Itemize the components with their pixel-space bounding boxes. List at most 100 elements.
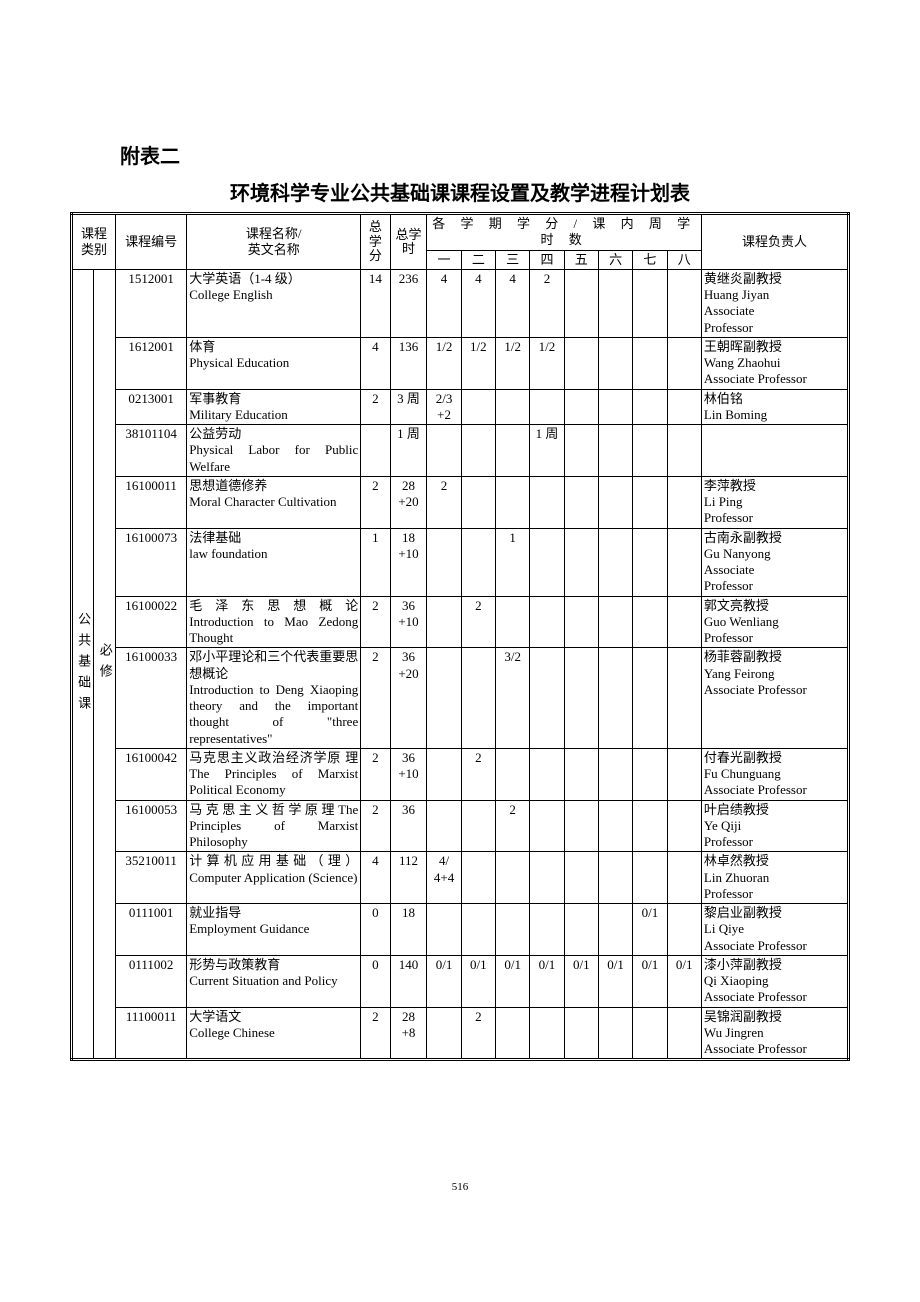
th-credits: 总学分 [361,214,390,270]
cell-sem: 4 [427,269,461,337]
cell-sem [427,1007,461,1060]
cell-code: 1512001 [116,269,187,337]
cell-sem [461,389,495,425]
cell-instructor [701,425,848,477]
cell-sem: 2 [461,1007,495,1060]
cell-sem [633,596,667,648]
cell-code: 16100033 [116,648,187,749]
cell-sem [496,425,530,477]
cell-sem [461,528,495,596]
cell-credits: 2 [361,648,390,749]
cell-sem [564,389,598,425]
heading-prefix: 附表二 [120,140,850,169]
cell-sem [598,337,632,389]
table-row: 16100073法律基础 law foundation118 +101古南永副教… [72,528,849,596]
th-instructor: 课程负责人 [701,214,848,270]
cell-sem [530,800,564,852]
cell-sem [496,596,530,648]
cell-hours: 28 +20 [390,476,427,528]
cell-hours: 112 [390,852,427,904]
cell-credits: 4 [361,337,390,389]
cell-sem: 2 [427,476,461,528]
cell-sem [667,389,701,425]
cell-credits: 2 [361,476,390,528]
cell-sem [530,596,564,648]
cell-sem [564,425,598,477]
cell-sem [564,1007,598,1060]
cell-sem [633,337,667,389]
cell-sem: 1/2 [496,337,530,389]
cell-sem [427,748,461,800]
cell-sem [496,852,530,904]
cell-name: 体育 Physical Education [187,337,361,389]
cell-sem [564,904,598,956]
cell-sem [633,476,667,528]
cell-sem [530,389,564,425]
cell-name: 大学英语（1-4 级） College English [187,269,361,337]
table-row: 16100042马克思主义政治经济学原 理 The Principles of … [72,748,849,800]
cell-sem [530,904,564,956]
cell-hours: 28 +8 [390,1007,427,1060]
cell-sem [496,1007,530,1060]
cell-instructor: 古南永副教授 Gu Nanyong Associate Professor [701,528,848,596]
table-row: 35210011计算机应用基础（理）Computer Application (… [72,852,849,904]
cell-hours: 3 周 [390,389,427,425]
cell-credits: 0 [361,904,390,956]
cell-sem: 0/1 [564,955,598,1007]
cell-code: 0111001 [116,904,187,956]
cell-sem [427,528,461,596]
th-s2: 二 [461,250,495,269]
th-code: 课程编号 [116,214,187,270]
cell-sem: 0/1 [633,904,667,956]
cell-sem: 4 [496,269,530,337]
cell-hours: 236 [390,269,427,337]
table-row: 0111002形势与政策教育 Current Situation and Pol… [72,955,849,1007]
cell-sem: 2/3 +2 [427,389,461,425]
cell-hours: 36 +10 [390,748,427,800]
cell-sem [633,1007,667,1060]
cell-sem [530,528,564,596]
cell-sem [598,596,632,648]
table-row: 公共基础课必修1512001大学英语（1-4 级） College Englis… [72,269,849,337]
cell-credits: 2 [361,748,390,800]
table-row: 16100033邓小平理论和三个代表重要思想概论 Introduction to… [72,648,849,749]
cell-sem [633,389,667,425]
cell-hours: 36 +10 [390,596,427,648]
cell-sem [633,528,667,596]
cell-sem [461,425,495,477]
cell-sem [633,748,667,800]
table-row: 16100053马 克 思 主 义 哲 学 原 理 The Principles… [72,800,849,852]
cell-sem [564,800,598,852]
cell-instructor: 郭文亮教授 Guo Wenliang Professor [701,596,848,648]
cell-credits: 2 [361,389,390,425]
page-number: 516 [70,1181,850,1193]
cell-name: 大学语文 College Chinese [187,1007,361,1060]
cell-sem [530,1007,564,1060]
cell-code: 0111002 [116,955,187,1007]
cell-sem [427,596,461,648]
cell-sem [564,748,598,800]
cell-name: 思想道德修养 Moral Character Cultivation [187,476,361,528]
cell-sem [564,528,598,596]
th-s5: 五 [564,250,598,269]
cell-code: 16100011 [116,476,187,528]
cell-sem [461,852,495,904]
cell-sem [427,904,461,956]
cell-sem: 1/2 [530,337,564,389]
cell-sem [667,596,701,648]
cell-code: 16100022 [116,596,187,648]
cell-code: 35210011 [116,852,187,904]
cell-sem: 1/2 [461,337,495,389]
cell-credits: 4 [361,852,390,904]
table-row: 16100022毛 泽 东 思 想 概 论 Introduction to Ma… [72,596,849,648]
cell-sem [633,648,667,749]
cell-sem [530,748,564,800]
cell-sem [564,476,598,528]
cell-code: 11100011 [116,1007,187,1060]
cell-sem [598,852,632,904]
cell-sem [564,596,598,648]
cell-name: 计算机应用基础（理）Computer Application (Science) [187,852,361,904]
cell-code: 16100073 [116,528,187,596]
cell-credits: 2 [361,800,390,852]
cell-code: 0213001 [116,389,187,425]
